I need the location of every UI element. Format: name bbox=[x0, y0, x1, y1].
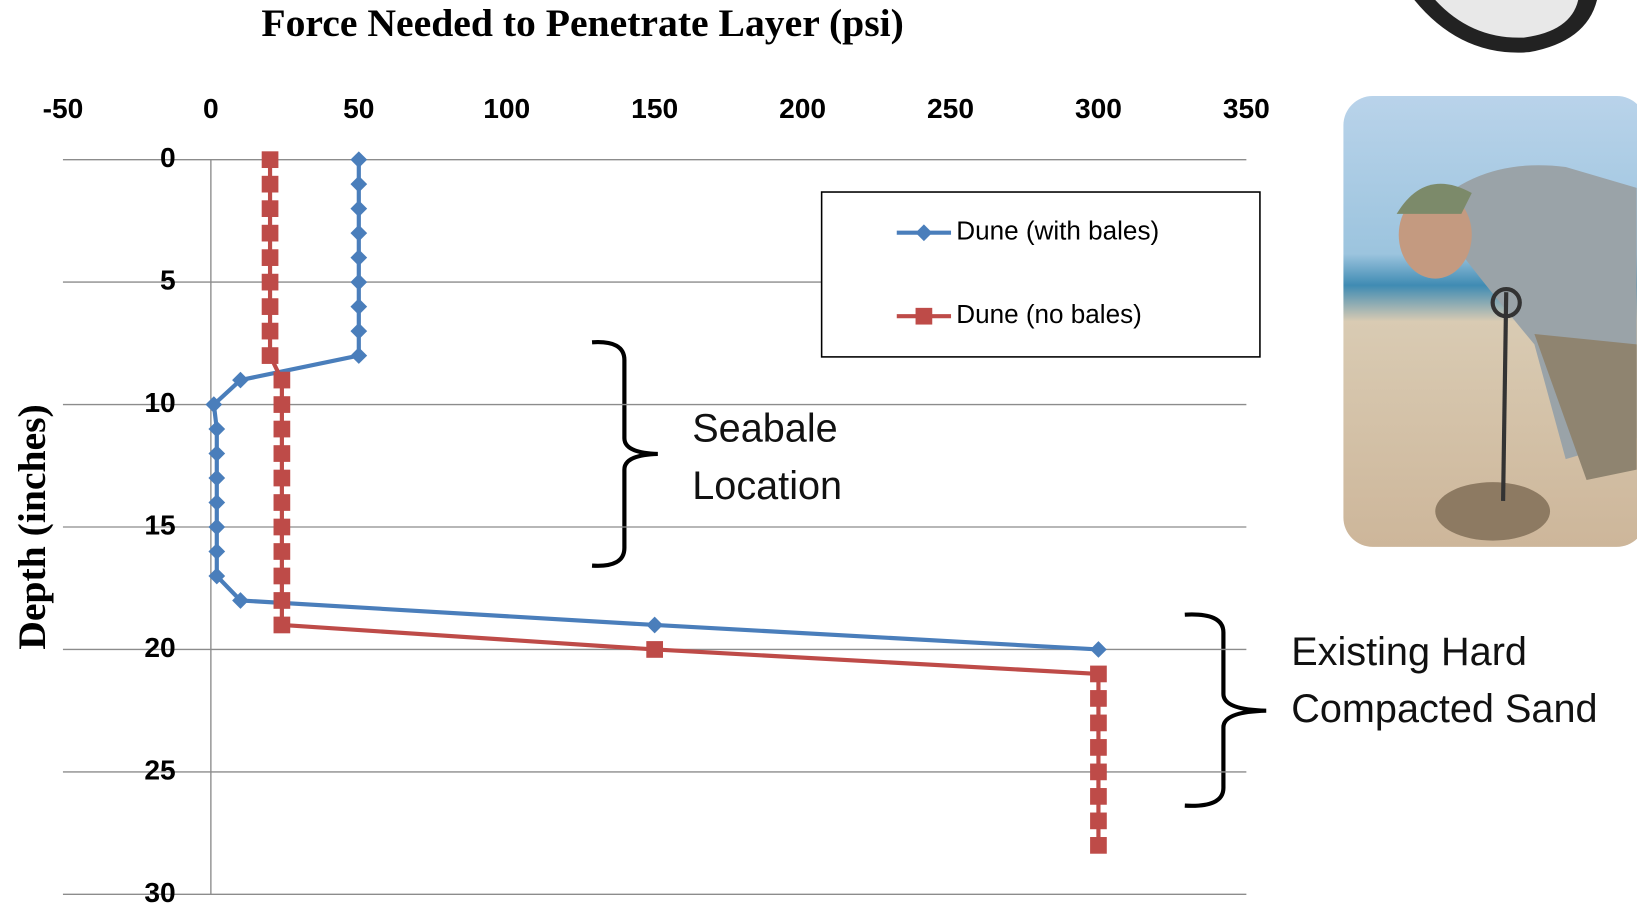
marker bbox=[1090, 641, 1107, 658]
y-tick-label: 5 bbox=[160, 264, 176, 296]
x-tick-label: 300 bbox=[1075, 92, 1122, 124]
marker bbox=[646, 641, 664, 658]
y-tick-label: 25 bbox=[144, 753, 175, 785]
marker bbox=[1090, 837, 1107, 854]
legend-label: Dune (no bales) bbox=[956, 299, 1142, 329]
marker bbox=[232, 371, 249, 389]
marker bbox=[261, 151, 279, 169]
annotation: Existing Hard bbox=[1291, 630, 1527, 674]
marker bbox=[350, 151, 368, 169]
marker bbox=[273, 420, 291, 438]
marker bbox=[261, 273, 279, 291]
y-tick-label: 0 bbox=[160, 141, 176, 173]
marker bbox=[1090, 812, 1107, 830]
legend-marker bbox=[915, 224, 933, 242]
marker bbox=[208, 567, 226, 585]
bracket bbox=[1184, 612, 1267, 808]
marker bbox=[208, 469, 226, 487]
marker bbox=[273, 445, 291, 462]
marker bbox=[273, 592, 291, 609]
marker bbox=[273, 494, 291, 511]
annotation: Location bbox=[692, 464, 842, 508]
annotation: Seabale bbox=[692, 406, 837, 450]
chart-title: Force Needed to Penetrate Layer (psi) bbox=[261, 1, 903, 45]
marker bbox=[273, 616, 291, 634]
marker bbox=[1090, 665, 1107, 683]
marker bbox=[350, 224, 368, 242]
marker bbox=[350, 175, 368, 193]
marker bbox=[261, 347, 279, 364]
plot-area: 0 5 10 15 20 25 30 -50 0 50 100 150 200 250 300 350 Dune… bbox=[43, 92, 1270, 908]
marker bbox=[350, 273, 368, 291]
x-tick-label: 0 bbox=[203, 92, 219, 124]
y-tick-label: 30 bbox=[144, 876, 175, 908]
marker bbox=[350, 200, 368, 217]
marker bbox=[208, 420, 226, 438]
marker bbox=[261, 249, 279, 266]
marker bbox=[350, 249, 368, 266]
marker bbox=[1090, 763, 1107, 781]
gauge-photo bbox=[1414, 0, 1598, 53]
marker bbox=[208, 494, 226, 511]
x-tick-label: 200 bbox=[779, 92, 826, 124]
marker bbox=[1090, 690, 1107, 707]
y-tick-label: 20 bbox=[144, 631, 175, 663]
marker bbox=[273, 518, 291, 536]
marker bbox=[205, 396, 223, 413]
x-tick-label: 350 bbox=[1223, 92, 1270, 124]
marker bbox=[208, 518, 226, 536]
marker bbox=[261, 224, 279, 242]
beach-photo bbox=[1343, 96, 1637, 547]
legend-box bbox=[820, 191, 1261, 358]
marker bbox=[273, 567, 291, 585]
marker bbox=[350, 322, 368, 340]
y-tick-label: 10 bbox=[144, 386, 175, 418]
marker bbox=[273, 543, 291, 560]
legend-marker bbox=[915, 307, 933, 325]
annotation: Compacted Sand bbox=[1291, 687, 1597, 731]
y-tick-label: 15 bbox=[144, 508, 175, 540]
marker bbox=[646, 616, 664, 634]
x-tick-label: -50 bbox=[43, 92, 84, 124]
marker bbox=[350, 347, 368, 364]
marker bbox=[208, 445, 226, 462]
bracket bbox=[591, 340, 658, 568]
x-tick-label: 150 bbox=[631, 92, 678, 124]
marker bbox=[273, 469, 291, 487]
marker bbox=[261, 298, 279, 315]
x-tick-label: 250 bbox=[927, 92, 974, 124]
marker bbox=[273, 396, 291, 413]
x-tick-label: 50 bbox=[343, 92, 374, 124]
marker bbox=[1090, 788, 1107, 805]
marker bbox=[350, 298, 368, 315]
legend-label: Dune (with bales) bbox=[956, 216, 1159, 246]
marker bbox=[232, 592, 249, 609]
marker bbox=[1090, 714, 1107, 732]
marker bbox=[261, 322, 279, 340]
x-tick-label: 100 bbox=[483, 92, 530, 124]
marker bbox=[261, 200, 279, 217]
marker bbox=[261, 175, 279, 193]
marker bbox=[273, 371, 291, 389]
marker bbox=[208, 543, 226, 560]
marker bbox=[1090, 739, 1107, 756]
y-axis-label: Depth (inches) bbox=[10, 404, 54, 650]
